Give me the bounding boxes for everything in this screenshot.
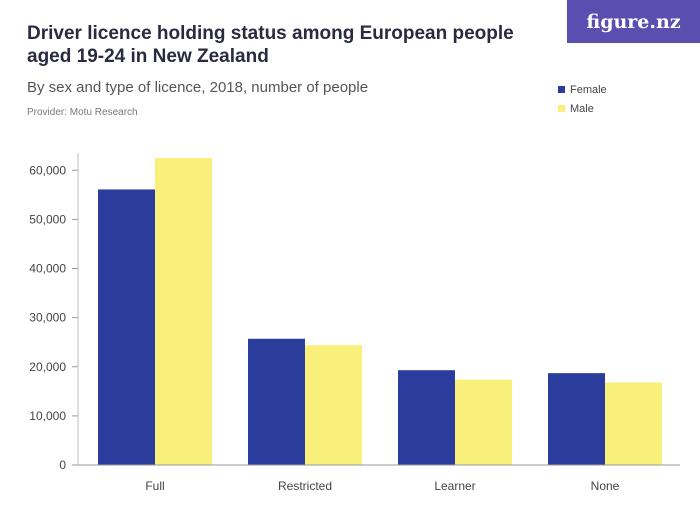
x-tick-label: Full (145, 479, 164, 493)
x-tick-label: Restricted (278, 479, 332, 493)
legend-swatch-female (558, 86, 565, 93)
x-tick-label: Learner (434, 479, 475, 493)
chart-legend: Female Male (558, 80, 607, 118)
y-tick-label: 50,000 (29, 212, 66, 226)
chart-title: Driver licence holding status among Euro… (27, 23, 514, 67)
bar-female-none (548, 373, 605, 465)
y-tick-label: 10,000 (29, 409, 66, 423)
y-tick-label: 0 (59, 458, 66, 472)
bar-female-restricted (248, 338, 305, 465)
legend-item-male: Male (558, 99, 607, 118)
y-tick-label: 60,000 (29, 163, 66, 177)
bar-female-full (98, 189, 155, 465)
y-tick-label: 30,000 (29, 311, 66, 325)
y-tick-label: 40,000 (29, 262, 66, 276)
chart-subtitle: By sex and type of licence, 2018, number… (27, 79, 369, 96)
bar-male-restricted (305, 345, 362, 465)
y-tick-label: 20,000 (29, 360, 66, 374)
legend-label-male: Male (570, 102, 594, 115)
figure-nz-logo[interactable]: figure.nz (567, 0, 700, 43)
legend-label-female: Female (570, 83, 607, 96)
x-tick-label: None (591, 479, 620, 493)
legend-swatch-male (558, 105, 565, 112)
bar-male-full (155, 158, 212, 465)
bar-male-learner (455, 379, 512, 465)
data-provider: Provider: Motu Research (27, 107, 138, 118)
legend-item-female: Female (558, 80, 607, 99)
bar-female-learner (398, 370, 455, 465)
bar-male-none (605, 382, 662, 465)
